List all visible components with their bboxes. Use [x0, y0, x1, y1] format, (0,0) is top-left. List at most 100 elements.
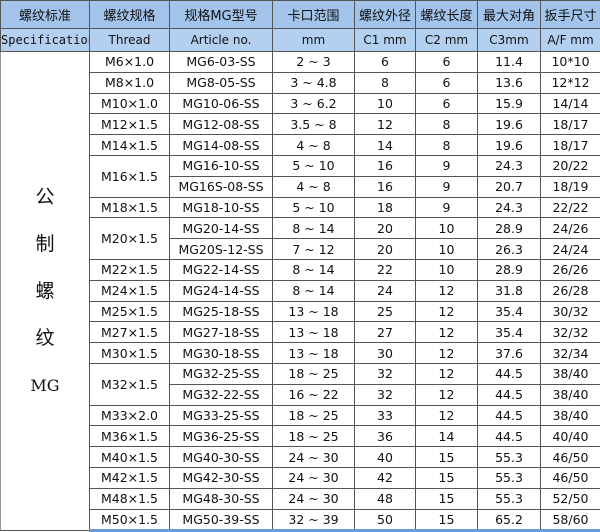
c3-cell: 55.3	[477, 446, 541, 468]
c3-cell: 11.4	[477, 51, 541, 73]
c3-cell: 19.6	[477, 134, 541, 156]
c2-cell: 15	[415, 446, 478, 468]
c3-cell: 37.6	[477, 342, 541, 364]
table-row: M25×1.5 MG25-18-SS 13 ~ 18 25 12 35.4 30/32	[1, 300, 600, 323]
c1-cell: 22	[354, 258, 416, 281]
c2-cell: 6	[415, 51, 478, 73]
standard-char: 纹	[35, 326, 55, 349]
article-cell: MG16S-08-SS	[169, 175, 273, 198]
range-cell: 32 ~ 39	[272, 508, 355, 532]
c1-cell: 40	[354, 446, 416, 468]
af-cell: 38/40	[540, 383, 600, 406]
c2-cell: 12	[415, 321, 478, 344]
c2-cell: 9	[415, 175, 478, 198]
table-row: M8×1.0 MG8-05-SS 3 ~ 4.8 8 6 13.6 12*12	[1, 71, 600, 94]
c2-cell: 8	[415, 113, 478, 136]
table-row: M42×1.5 MG42-30-SS 24 ~ 30 42 15 55.3 46/50	[1, 466, 600, 489]
header-cell: 螺纹外径	[354, 0, 416, 29]
af-cell: 46/50	[540, 446, 600, 468]
c1-cell: 6	[354, 51, 416, 73]
subheader-cell: Specification	[0, 28, 90, 52]
article-cell: MG48-30-SS	[169, 487, 273, 510]
c3-cell: 44.5	[477, 383, 541, 406]
c3-cell: 55.3	[477, 466, 541, 489]
c2-cell: 12	[415, 342, 478, 364]
c2-cell: 6	[415, 71, 478, 94]
article-cell: MG42-30-SS	[169, 466, 273, 489]
thread-cell: M48×1.5	[89, 487, 170, 510]
header-cell: 最大对角	[477, 0, 541, 29]
c2-cell: 12	[415, 300, 478, 323]
article-cell: MG27-18-SS	[169, 321, 273, 344]
af-cell: 38/40	[540, 362, 600, 385]
article-cell: MG50-39-SS	[169, 508, 273, 532]
subheader-cell: C3mm	[477, 28, 541, 52]
thread-cell: M16×1.5	[89, 154, 170, 198]
c1-cell: 36	[354, 425, 416, 448]
table-row: M20×1.5 MG20-14-SS 8 ~ 14 20 10 28.9 24/26	[1, 217, 600, 260]
table-row: M14×1.5 MG14-08-SS 4 ~ 8 14 8 19.6 18/17	[1, 134, 600, 156]
range-cell: 13 ~ 18	[272, 300, 355, 323]
thread-cell: M24×1.5	[89, 279, 170, 302]
c2-cell: 10	[415, 217, 478, 240]
table-row: M36×1.5 MG36-25-SS 18 ~ 25 36 14 44.5 40/40	[1, 425, 600, 448]
c2-cell: 10	[415, 258, 478, 281]
table-row: 公制螺纹 MG M6×1.0 MG6-03-SS 2 ~ 3 6 6 11.4 10*10	[0, 50, 600, 532]
article-cell: MG25-18-SS	[169, 300, 273, 323]
subheader-cell: C1 mm	[354, 28, 416, 52]
header-cell: 扳手尺寸	[540, 0, 600, 29]
range-cell: 2 ~ 3	[272, 51, 355, 73]
table-row: M48×1.5 MG48-30-SS 24 ~ 30 48 15 55.3 52/50	[1, 487, 600, 510]
c3-cell: 28.9	[477, 217, 541, 240]
af-cell: 40/40	[540, 425, 600, 448]
af-cell: 14/14	[540, 92, 600, 115]
article-cell: MG32-22-SS	[169, 383, 273, 406]
c2-cell: 15	[415, 466, 478, 489]
c1-cell: 16	[354, 154, 416, 177]
table-row: M40×1.5 MG40-30-SS 24 ~ 30 40 15 55.3 46/50	[1, 446, 600, 468]
c2-cell: 15	[415, 508, 478, 532]
thread-cell: M40×1.5	[89, 446, 170, 468]
c2-cell: 6	[415, 92, 478, 115]
table-row: M22×1.5 MG22-14-SS 8 ~ 14 22 10 28.9 26/26	[1, 258, 600, 281]
article-cell: MG36-25-SS	[169, 425, 273, 448]
thread-cell: M27×1.5	[89, 321, 170, 344]
table-row: M32×1.5 MG32-25-SS 18 ~ 25 32 12 44.5 38/40	[1, 362, 600, 406]
c3-cell: 24.3	[477, 196, 541, 219]
header-cell: 螺纹规格	[89, 0, 170, 29]
thread-cell: M30×1.5	[89, 342, 170, 364]
table-row: M50×1.5 MG50-39-SS 32 ~ 39 50 15 65.2 58/60	[1, 508, 600, 532]
header-cell: 卡口范围	[272, 0, 355, 29]
thread-cell: M18×1.5	[89, 196, 170, 219]
standard-cell: 公制螺纹 MG	[0, 50, 90, 532]
c3-cell: 44.5	[477, 362, 541, 385]
c3-cell: 55.3	[477, 487, 541, 510]
article-cell: MG16-10-SS	[169, 154, 273, 177]
af-cell: 32/34	[540, 342, 600, 364]
thread-cell: M8×1.0	[89, 71, 170, 94]
thread-cell: M20×1.5	[89, 217, 170, 260]
c1-cell: 30	[354, 342, 416, 364]
c1-cell: 32	[354, 362, 416, 385]
c2-cell: 12	[415, 279, 478, 302]
c1-cell: 14	[354, 134, 416, 156]
c1-cell: 20	[354, 238, 416, 260]
af-cell: 22/22	[540, 196, 600, 219]
article-cell: MG10-06-SS	[169, 92, 273, 115]
af-cell: 24/24	[540, 238, 600, 260]
article-cell: MG20-14-SS	[169, 217, 273, 240]
article-cell: MG8-05-SS	[169, 71, 273, 94]
header-cell: 螺纹标准	[0, 0, 90, 29]
article-cell: MG33-25-SS	[169, 404, 273, 427]
c3-cell: 26.3	[477, 238, 541, 260]
c1-cell: 32	[354, 383, 416, 406]
thread-cell: M25×1.5	[89, 300, 170, 323]
c1-cell: 42	[354, 466, 416, 489]
article-cell: MG12-08-SS	[169, 113, 273, 136]
c3-cell: 19.6	[477, 113, 541, 136]
c2-cell: 15	[415, 487, 478, 510]
c1-cell: 50	[354, 508, 416, 532]
c3-cell: 44.5	[477, 404, 541, 427]
range-cell: 5 ~ 10	[272, 154, 355, 177]
c2-cell: 10	[415, 238, 478, 260]
